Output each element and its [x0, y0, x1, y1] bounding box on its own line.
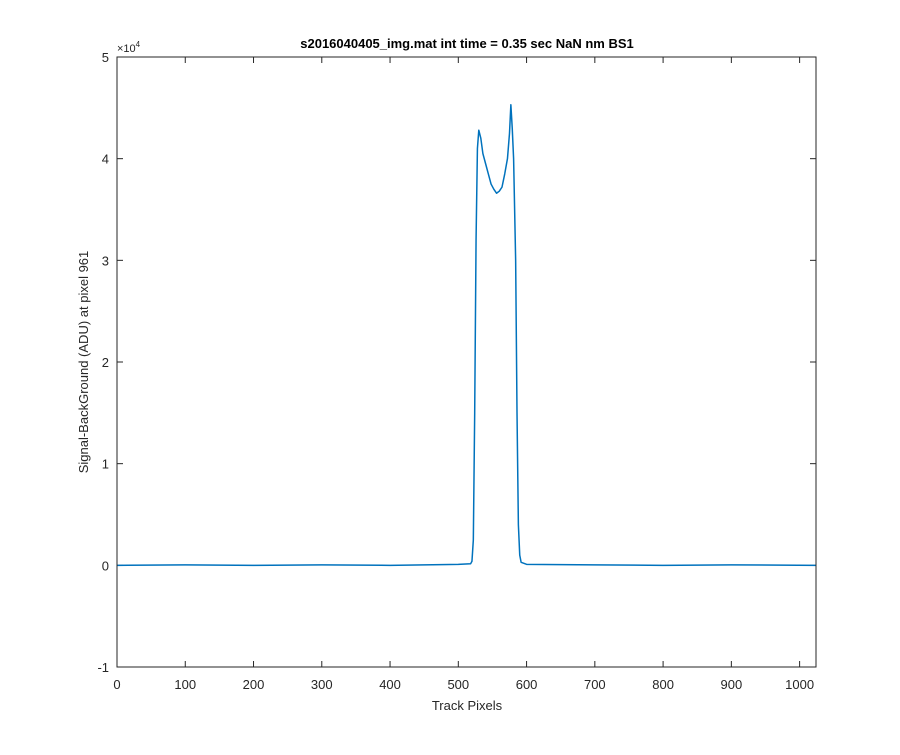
x-tick-label: 500	[447, 677, 469, 692]
y-tick-label: 3	[102, 253, 109, 268]
plot-area	[117, 57, 816, 667]
y-exponent-power: 4	[136, 40, 141, 49]
x-tick-label: 1000	[785, 677, 814, 692]
x-tick-label: 200	[243, 677, 265, 692]
y-tick-label: 0	[102, 558, 109, 573]
y-exponent-base: ×10	[117, 43, 136, 55]
y-axis-label: Signal-BackGround (ADU) at pixel 961	[76, 251, 91, 474]
y-tick-label: 1	[102, 457, 109, 472]
y-exponent-label: ×104	[117, 40, 141, 55]
ticks: 0 100 200 300 400 500 600 700 800 900 1000 -1 0 1 2 3 4 5	[97, 50, 816, 692]
y-tick-label: 2	[102, 355, 109, 370]
y-tick-label: 5	[102, 50, 109, 65]
x-axis-label: Track Pixels	[432, 698, 503, 713]
x-tick-label: 600	[516, 677, 538, 692]
x-tick-label: 0	[113, 677, 120, 692]
axes-box	[116, 56, 817, 668]
x-tick-label: 300	[311, 677, 333, 692]
x-tick-label: 700	[584, 677, 606, 692]
x-tick-label: 900	[721, 677, 743, 692]
x-tick-label: 400	[379, 677, 401, 692]
y-tick-label: 4	[102, 152, 109, 167]
chart-title: s2016040405_img.mat int time = 0.35 sec …	[300, 36, 634, 51]
x-tick-label: 800	[652, 677, 674, 692]
y-tick-label: -1	[97, 660, 109, 675]
x-tick-label: 100	[174, 677, 196, 692]
series-line	[116, 104, 817, 567]
